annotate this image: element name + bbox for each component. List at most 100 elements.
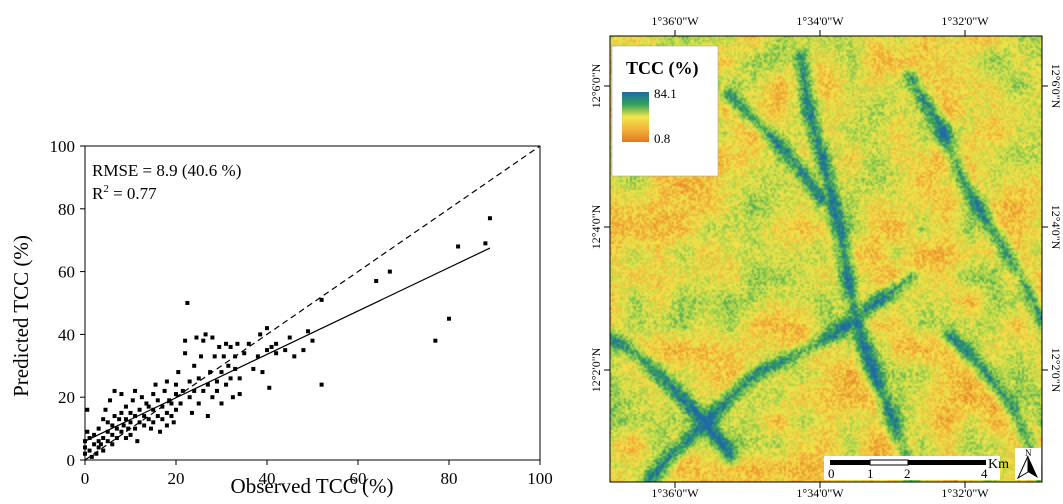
- data-point: [310, 338, 315, 343]
- data-point: [169, 401, 174, 406]
- data-point: [178, 401, 183, 406]
- data-point: [117, 417, 122, 422]
- data-point: [160, 404, 165, 409]
- data-point: [133, 426, 138, 431]
- data-point: [158, 429, 163, 434]
- data-point: [196, 376, 201, 381]
- regression-line: [84, 247, 491, 442]
- data-point: [210, 395, 215, 400]
- data-point: [151, 420, 156, 425]
- data-point: [133, 414, 138, 419]
- data-point: [255, 354, 260, 359]
- data-point: [433, 338, 438, 343]
- data-point: [96, 426, 101, 431]
- data-point: [176, 370, 181, 375]
- data-point: [112, 414, 117, 419]
- legend-max: 84.1: [654, 86, 677, 101]
- r2-annotation: R2 = 0.77: [92, 183, 157, 203]
- data-point: [137, 407, 142, 412]
- top-tick-label: 1°34'0"W: [796, 14, 844, 28]
- scale-label-4: 4: [981, 466, 988, 481]
- data-point: [260, 370, 265, 375]
- data-point: [189, 410, 194, 415]
- data-point: [155, 398, 160, 403]
- y-tick-label: 20: [58, 388, 75, 407]
- data-point: [187, 379, 192, 384]
- legend-color-ramp: [622, 92, 649, 142]
- bottom-tick-label: 1°36'0"W: [651, 486, 699, 499]
- data-point: [121, 423, 126, 428]
- data-point: [164, 379, 169, 384]
- data-point: [196, 401, 201, 406]
- data-point: [87, 448, 92, 453]
- data-point: [98, 442, 103, 447]
- data-point: [146, 404, 151, 409]
- data-point: [267, 385, 272, 390]
- data-point: [83, 439, 87, 444]
- data-point: [169, 414, 174, 419]
- data-point: [199, 354, 204, 359]
- right-tick-label: 12°6'0"N: [1049, 64, 1063, 109]
- scale-bar-background: [824, 456, 1000, 480]
- data-point: [235, 341, 240, 346]
- data-point: [246, 341, 251, 346]
- data-point: [183, 338, 188, 343]
- data-point: [103, 407, 108, 412]
- scatter-chart: 0 20 40 60 80 100 0 20 40 60 80 100 RMSE = 8.9 (40.…: [9, 137, 553, 498]
- bottom-tick-label: 1°32'0"W: [941, 486, 989, 499]
- data-point: [194, 335, 199, 340]
- data-point: [153, 382, 158, 387]
- data-point: [487, 216, 492, 221]
- data-point: [374, 279, 379, 284]
- y-tick-label: 80: [58, 200, 75, 219]
- data-point: [251, 366, 256, 371]
- data-point: [92, 432, 97, 437]
- data-point: [319, 297, 324, 302]
- data-point: [96, 439, 101, 444]
- y-tick-label: 60: [58, 263, 75, 282]
- data-point: [151, 407, 156, 412]
- data-point: [87, 436, 92, 441]
- data-point: [142, 414, 147, 419]
- y-tick-label: 40: [58, 325, 75, 344]
- data-point: [228, 344, 233, 349]
- data-point: [265, 348, 269, 353]
- data-point: [192, 363, 197, 368]
- tcc-map: 1°36'0"W 1°34'0"W 1°32'0"W 1°36'0"W 1°34'0"W…: [560, 0, 1063, 500]
- data-point: [144, 401, 149, 406]
- data-point: [274, 351, 279, 356]
- data-point: [123, 404, 128, 409]
- scale-label-1: 1: [867, 466, 874, 481]
- scale-segment-3: [908, 460, 986, 465]
- data-point: [205, 414, 210, 419]
- data-point: [130, 398, 135, 403]
- data-point: [146, 417, 151, 422]
- data-point: [94, 451, 99, 456]
- data-point: [123, 436, 128, 441]
- data-point: [233, 354, 238, 359]
- data-point: [128, 420, 133, 425]
- data-point: [221, 354, 226, 359]
- data-point: [126, 426, 131, 431]
- data-point: [219, 370, 224, 375]
- r2-prefix: R: [92, 184, 104, 203]
- data-point: [301, 348, 306, 353]
- data-point: [224, 382, 229, 387]
- data-point: [137, 420, 142, 425]
- data-point: [180, 388, 185, 393]
- data-point: [233, 366, 238, 371]
- y-axis-label: Predicted TCC (%): [9, 235, 33, 397]
- data-point: [85, 429, 90, 434]
- data-point: [205, 382, 210, 387]
- data-point: [128, 410, 133, 415]
- data-point: [183, 351, 188, 356]
- data-point: [151, 392, 156, 397]
- bottom-tick-label: 1°34'0"W: [796, 486, 844, 499]
- data-point: [105, 420, 110, 425]
- data-point: [83, 451, 87, 456]
- data-point: [119, 410, 124, 415]
- data-point: [101, 448, 106, 453]
- data-point: [203, 332, 208, 337]
- data-point: [174, 407, 178, 412]
- data-point: [110, 432, 115, 437]
